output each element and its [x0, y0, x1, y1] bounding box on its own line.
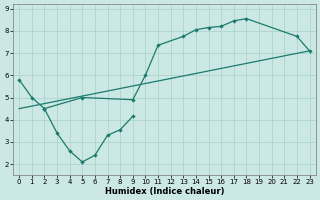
X-axis label: Humidex (Indice chaleur): Humidex (Indice chaleur) — [105, 187, 224, 196]
